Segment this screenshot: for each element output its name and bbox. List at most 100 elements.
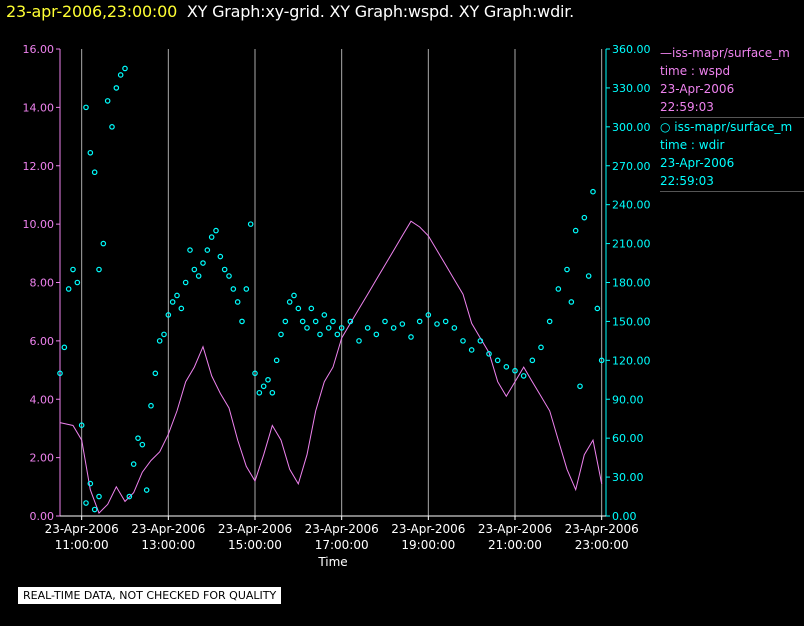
series-wdir-point (265, 376, 271, 383)
series-wdir-point (87, 149, 94, 156)
series-wdir-point (390, 325, 397, 331)
series-wdir-point (109, 124, 115, 130)
x-tick-label-time: 21:00:00 (488, 538, 542, 552)
right-axis-tick-label: 180.00 (612, 277, 651, 290)
series-wdir-point (130, 461, 137, 467)
series-wdir-point (87, 480, 94, 487)
series-wdir-point (572, 227, 579, 234)
series-wdir-point (477, 338, 484, 344)
header-graph-titles: XY Graph:xy-grid. XY Graph:wspd. XY Grap… (186, 2, 575, 21)
series-wdir-point (78, 422, 85, 428)
header-timestamp: 23-apr-2006,23:00:00 (6, 2, 178, 21)
series-wdir-point (520, 373, 527, 379)
x-tick-label-date: 23-Apr-2006 (218, 522, 292, 536)
series-wdir-point (161, 331, 167, 338)
right-axis-tick-label: 0.00 (612, 510, 637, 523)
series-wdir-point (174, 292, 180, 299)
series-wdir-point (278, 331, 284, 338)
legend-divider (660, 191, 804, 192)
series-wdir-point (434, 321, 440, 327)
series-wdir-point (373, 331, 380, 338)
quality-disclaimer: REAL-TIME DATA, NOT CHECKED FOR QUALITY (18, 587, 282, 604)
series-wdir-point (416, 318, 423, 325)
series-wdir-point (382, 318, 388, 325)
series-wdir-point (503, 364, 510, 370)
right-axis-tick-label: 360.00 (612, 43, 651, 56)
right-axis-tick-label: 300.00 (612, 121, 651, 134)
x-tick-label-date: 23-Apr-2006 (45, 522, 119, 536)
series-wdir-point (178, 305, 185, 312)
legend-entry-wspd[interactable]: —iss-mapr/surface_m time : wspd 23-Apr-2… (660, 44, 804, 118)
legend-wspd-date: 23-Apr-2006 (660, 82, 735, 96)
series-wdir-point (221, 266, 228, 273)
series-wdir-point (230, 286, 237, 292)
series-wdir-point (325, 325, 332, 331)
left-axis-tick-label: 6.00 (30, 335, 55, 348)
series-wdir-point (122, 65, 128, 72)
legend-wspd-variable: time : wspd (660, 64, 731, 78)
series-wdir-point (451, 325, 458, 331)
x-tick-label-time: 19:00:00 (401, 538, 455, 552)
series-wdir-point (204, 247, 211, 253)
series-wdir-point (256, 389, 263, 396)
legend-wspd-source: —iss-mapr/surface_m (660, 46, 790, 60)
x-tick-label-date: 23-Apr-2006 (305, 522, 379, 536)
series-wdir-point (217, 253, 224, 260)
series-wdir-point (65, 286, 72, 292)
series-wdir-point (91, 169, 98, 176)
series-wdir-point (96, 493, 102, 500)
series-wdir-point (104, 98, 111, 104)
series-wdir-point (356, 338, 362, 344)
left-axis-tick-label: 10.00 (23, 218, 55, 231)
series-wdir-point (334, 331, 341, 338)
series-wdir-point (191, 266, 198, 273)
x-tick-label-date: 23-Apr-2006 (565, 522, 639, 536)
x-tick-label-time: 13:00:00 (141, 538, 195, 552)
series-wdir-point (468, 347, 475, 353)
series-wdir-point (100, 240, 107, 247)
series-wdir-point (182, 279, 189, 286)
series-wspd-line (59, 220, 603, 515)
series-wdir-point (243, 286, 250, 292)
series-wdir-point (460, 338, 466, 344)
x-tick-label-time: 11:00:00 (55, 538, 109, 552)
series-wdir-point (83, 500, 89, 506)
series-wdir-point (286, 299, 293, 305)
series-wdir-point (148, 402, 154, 409)
series-wdir-point (152, 370, 159, 377)
series-wdir-point (564, 266, 570, 273)
series-wdir-point (568, 299, 575, 305)
x-axis-label: Time (317, 555, 347, 569)
series-wdir-point (143, 487, 150, 493)
legend: —iss-mapr/surface_m time : wspd 23-Apr-2… (660, 44, 804, 192)
series-wdir-point (555, 286, 562, 292)
series-wdir-point (282, 318, 289, 325)
series-wdir-point (117, 72, 124, 78)
series-wdir-point (330, 318, 336, 325)
series-wdir-point (304, 325, 310, 331)
left-axis-tick-label: 4.00 (30, 393, 55, 406)
series-wdir-point (347, 318, 354, 325)
series-wdir-point (317, 331, 323, 338)
series-wdir-point (590, 188, 596, 195)
chart-header: 23-apr-2006,23:00:00 XY Graph:xy-grid. X… (6, 2, 574, 21)
series-wdir-point (486, 351, 492, 357)
right-axis-tick-label: 120.00 (612, 354, 651, 367)
right-axis-tick-label: 60.00 (612, 432, 644, 445)
series-wdir-point (83, 104, 89, 111)
series-wdir-point (187, 247, 193, 253)
left-axis-tick-label: 12.00 (23, 160, 55, 173)
right-axis-tick-label: 90.00 (612, 393, 644, 406)
series-wdir-point (269, 389, 276, 396)
x-tick-label-date: 23-Apr-2006 (391, 522, 465, 536)
legend-entry-wdir[interactable]: ○ iss-mapr/surface_m time : wdir 23-Apr-… (660, 118, 804, 192)
legend-divider (660, 117, 804, 118)
series-wdir-point (113, 85, 120, 91)
series-wdir-point (139, 441, 146, 448)
right-axis-tick-label: 330.00 (612, 82, 651, 95)
legend-wdir-source: ○ iss-mapr/surface_m (660, 120, 793, 134)
series-wdir-point (312, 318, 319, 325)
series-wdir-point (577, 383, 583, 390)
series-wdir-point (91, 506, 98, 513)
